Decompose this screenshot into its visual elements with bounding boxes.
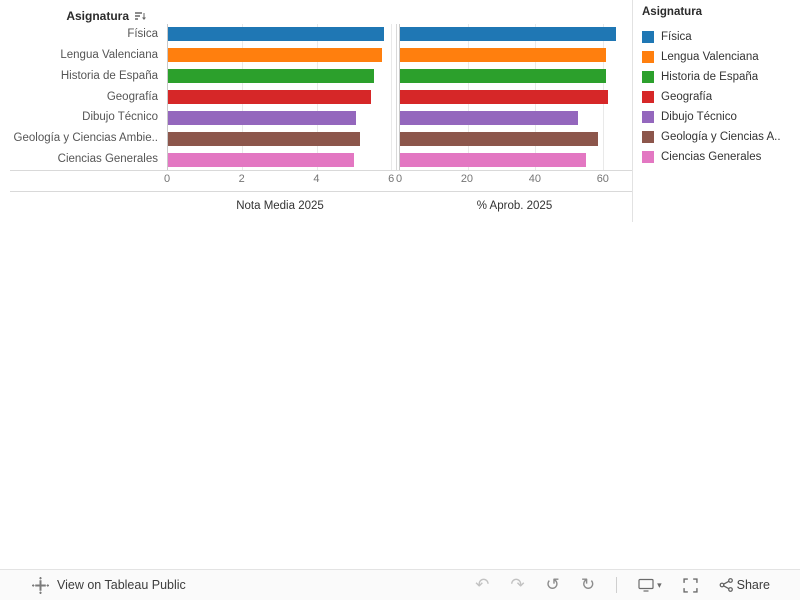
legend-item[interactable]: Dibujo Técnico [642, 107, 797, 127]
axis-title-nota-media: Nota Media 2025 [236, 200, 324, 212]
redo-icon: ↷ [510, 574, 525, 595]
tick-label: 40 [528, 173, 541, 185]
share-button[interactable]: Share [719, 578, 770, 592]
legend-item[interactable]: Geología y Ciencias A.. [642, 127, 797, 147]
bar[interactable] [168, 131, 360, 146]
download-button[interactable]: ▾ [638, 578, 662, 592]
caret-down-icon: ▾ [657, 579, 662, 590]
axis-ticks-0: 0 2 4 6 [163, 173, 395, 188]
bar[interactable] [400, 131, 598, 146]
row-label[interactable]: Física [127, 28, 158, 40]
legend-item-label: Física [661, 31, 692, 43]
undo-button[interactable]: ↶ [475, 574, 490, 595]
revert-icon: ↺ [545, 574, 560, 595]
tick-label: 0 [395, 173, 403, 185]
legend-items: Física Lengua Valenciana Historia de Españ… [642, 27, 797, 167]
bar[interactable] [168, 48, 382, 63]
footer-toolbar-buttons: ↶ ↷ ↺ ↻ ▾ [475, 574, 800, 595]
legend-item[interactable]: Lengua Valenciana [642, 47, 797, 67]
legend-color-chip [642, 111, 654, 123]
fullscreen-icon [683, 577, 698, 593]
row-labels: Física Lengua Valenciana Historia de Españ… [0, 24, 163, 170]
bar[interactable] [400, 110, 578, 125]
legend-item[interactable]: Historia de España [642, 67, 797, 87]
legend-title: Asignatura [642, 6, 703, 18]
gridline [391, 24, 393, 170]
legend-color-chip [642, 151, 654, 163]
tick-label: 6 [388, 173, 395, 185]
pane-1 [399, 24, 630, 170]
pane-0 [167, 24, 393, 170]
row-label[interactable]: Geografía [106, 90, 158, 103]
row-label[interactable]: Historia de España [60, 69, 158, 82]
tableau-footer: View on Tableau Public ↶ ↷ ↺ ↻ ▾ [0, 569, 800, 600]
bar[interactable] [168, 152, 354, 167]
row-label[interactable]: Ciencias Generales [57, 153, 158, 166]
legend-color-chip [642, 51, 654, 63]
share-label: Share [736, 578, 770, 592]
axis-line [10, 170, 632, 171]
revert-button[interactable]: ↺ [545, 574, 560, 595]
share-icon [719, 578, 733, 592]
pane-divider [396, 24, 397, 170]
legend: Asignatura Física Lengua Valenciana Histor… [642, 6, 797, 167]
view-on-tableau-public-link[interactable]: View on Tableau Public [0, 576, 186, 594]
axis-title-aprob: % Aprob. 2025 [476, 200, 553, 212]
legend-item-label: Lengua Valenciana [661, 51, 759, 63]
bar[interactable] [400, 152, 587, 167]
legend-item-label: Geografía [661, 91, 713, 103]
refresh-button[interactable]: ↻ [580, 574, 596, 595]
legend-item-label: Ciencias Generales [661, 151, 762, 163]
bar[interactable] [400, 48, 607, 63]
undo-icon: ↶ [475, 574, 490, 595]
bar[interactable] [400, 27, 617, 42]
tick-label: 4 [313, 173, 320, 185]
legend-item-label: Dibujo Técnico [661, 111, 737, 123]
row-label[interactable]: Dibujo Técnico [82, 111, 158, 124]
sort-descending-icon[interactable] [134, 11, 146, 22]
bar[interactable] [168, 110, 356, 125]
refresh-icon: ↻ [580, 574, 596, 595]
redo-button[interactable]: ↷ [510, 574, 525, 595]
bar[interactable] [400, 69, 607, 84]
legend-item[interactable]: Física [642, 27, 797, 47]
tick-label: 20 [460, 173, 474, 185]
legend-item-label: Historia de España [661, 71, 759, 83]
tick-label: 0 [163, 173, 171, 185]
toolbar-separator [616, 577, 618, 593]
row-field-header[interactable]: Asignatura [0, 8, 166, 24]
legend-item[interactable]: Geografía [642, 87, 797, 107]
legend-color-chip [642, 131, 654, 143]
download-icon [638, 578, 654, 592]
legend-color-chip [642, 31, 654, 43]
tableau-logo-icon [32, 576, 49, 594]
tick-label: 2 [238, 173, 245, 185]
legend-item-label: Geología y Ciencias A.. [661, 131, 781, 143]
bar[interactable] [168, 69, 375, 84]
legend-color-chip [642, 91, 654, 103]
legend-color-chip [642, 71, 654, 83]
row-label[interactable]: Geología y Ciencias Ambie.. [13, 132, 158, 145]
bar[interactable] [168, 90, 371, 104]
view-on-tableau-public-label: View on Tableau Public [57, 578, 186, 592]
bar[interactable] [400, 90, 608, 104]
tick-label: 60 [596, 173, 609, 185]
row-label[interactable]: Lengua Valenciana [60, 48, 158, 61]
legend-item[interactable]: Ciencias Generales [642, 147, 797, 167]
fullscreen-button[interactable] [683, 577, 698, 593]
bar[interactable] [168, 27, 384, 42]
row-field-label: Asignatura [66, 9, 129, 23]
legend-separator [632, 0, 633, 222]
axis-ticks-1: 0 20 40 60 [395, 173, 630, 188]
axis-bottom-line [10, 191, 632, 192]
